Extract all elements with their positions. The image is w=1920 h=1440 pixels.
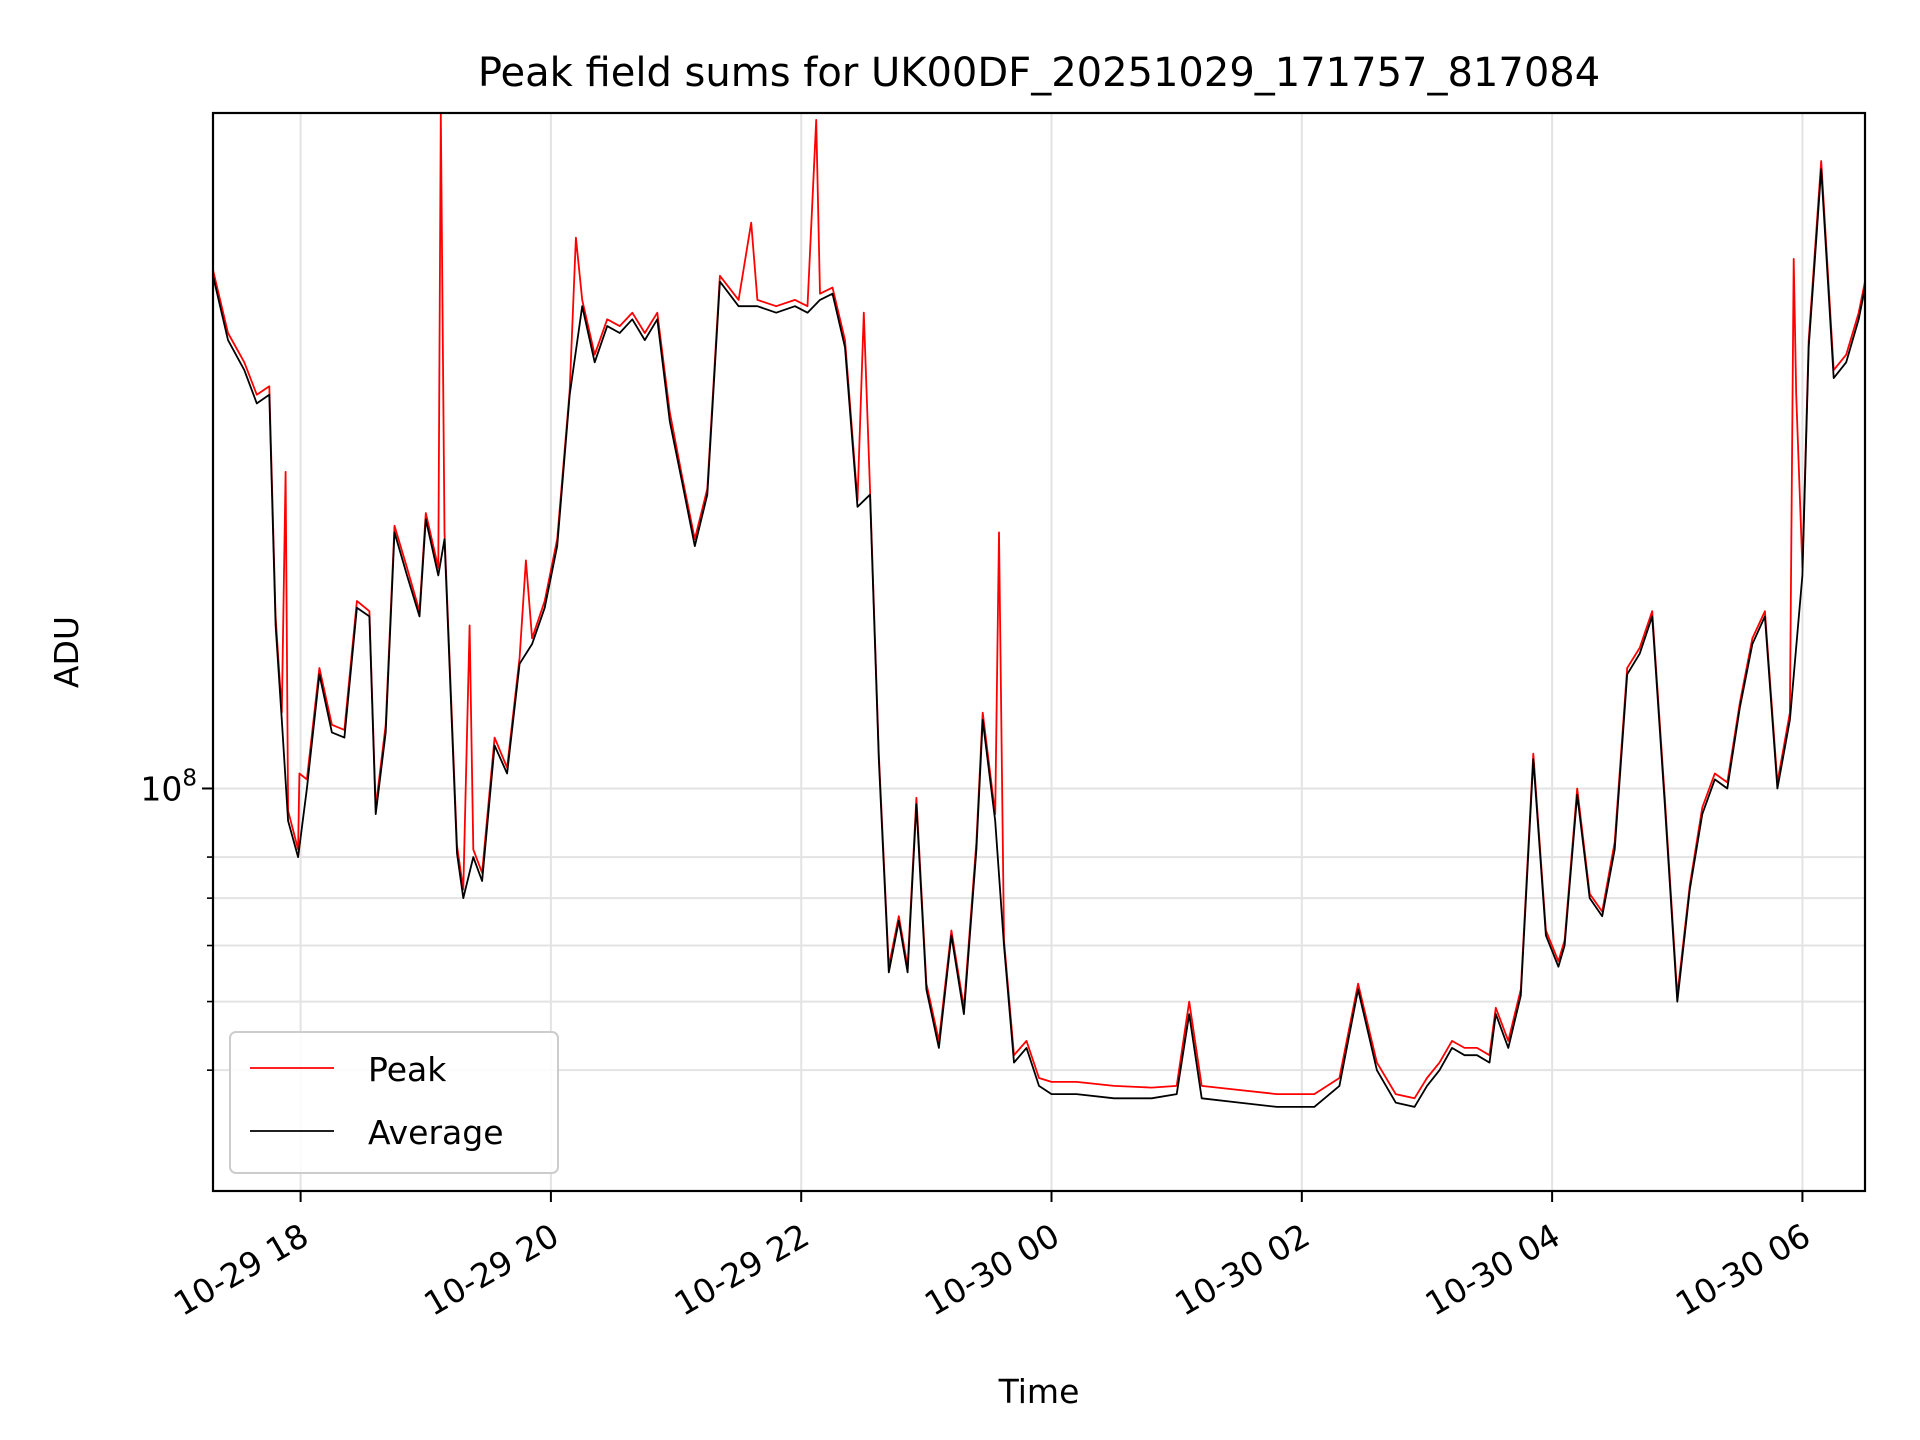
series-line-average bbox=[213, 168, 1865, 1108]
y-axis-label: ADU bbox=[47, 616, 86, 688]
legend-peak-label: Peak bbox=[368, 1050, 447, 1089]
legend: Peak Average bbox=[229, 1031, 559, 1174]
y-tick-label-exponent: 8 bbox=[182, 765, 197, 791]
legend-average-label: Average bbox=[368, 1113, 504, 1152]
y-tick-label-base: 10 bbox=[140, 769, 182, 808]
y-tick-label: 108 bbox=[140, 765, 197, 808]
series-layer bbox=[213, 113, 1865, 1108]
chart-title: Peak field sums for UK00DF_20251029_1717… bbox=[478, 50, 1600, 96]
x-axis-label: Time bbox=[998, 1372, 1080, 1411]
plot-frame bbox=[211, 111, 1867, 1193]
